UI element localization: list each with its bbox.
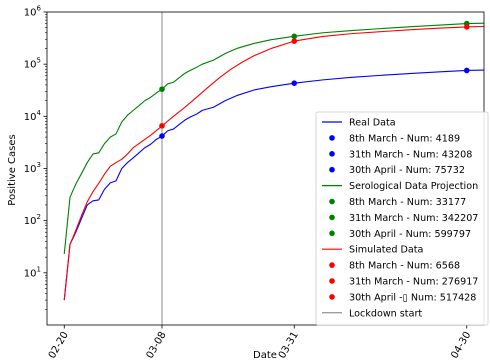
legend-vline-label: Lockdown start — [349, 308, 422, 319]
x-axis-title: Date — [253, 350, 277, 361]
y-tick-base: 10 — [24, 164, 37, 175]
legend-marker-swatch — [329, 278, 335, 284]
data-point-marker — [159, 123, 165, 129]
data-point-marker — [463, 67, 470, 74]
y-axis-title: Positive Cases — [7, 134, 18, 205]
legend-marker-swatch — [329, 151, 335, 157]
data-point-marker — [291, 38, 298, 44]
legend-marker-label: 30th April -▯ Num: 517428 — [349, 292, 476, 303]
legend-marker-label: 31th March - Num: 43208 — [349, 149, 472, 160]
y-tick-label: 105 — [24, 57, 41, 71]
y-tick-base: 10 — [24, 216, 37, 227]
legend-marker-swatch — [329, 198, 335, 205]
legend-marker-swatch — [329, 135, 335, 141]
y-tick-label: 104 — [24, 109, 42, 123]
legend-marker-label: 8th March - Num: 33177 — [349, 197, 466, 208]
legend-marker-swatch — [329, 166, 335, 173]
y-tick-exponent: 6 — [37, 5, 42, 13]
legend: Real Data 8th March - Num: 4189 31th March… — [315, 111, 489, 326]
y-tick-exponent: 5 — [37, 57, 41, 65]
legend-marker-label: 30th April - Num: 599797 — [349, 229, 471, 240]
x-tick-label: 03-08 — [145, 330, 169, 361]
legend-marker-swatch — [329, 230, 335, 237]
x-tick-label: 03-31 — [277, 330, 301, 361]
data-point-marker — [463, 24, 470, 30]
data-point-marker — [291, 80, 298, 86]
y-tick-exponent: 3 — [37, 161, 41, 169]
series-line-0 — [63, 69, 484, 301]
legend-marker-swatch — [329, 294, 335, 300]
legend-marker-label: 8th March - Num: 6568 — [349, 261, 460, 272]
data-point-marker — [291, 33, 298, 40]
legend-marker-label: 8th March - Num: 4189 — [349, 133, 460, 144]
y-tick-base: 10 — [24, 60, 37, 71]
series-line-1 — [63, 22, 484, 255]
legend-marker-swatch — [329, 262, 335, 268]
legend-series-label: Simulated Data — [349, 245, 423, 256]
y-tick-base: 10 — [24, 8, 37, 19]
y-tick-base: 10 — [24, 112, 37, 123]
data-point-marker — [159, 133, 165, 139]
y-tick-exponent: 2 — [37, 213, 41, 221]
y-tick-exponent: 4 — [37, 109, 42, 117]
series-markers — [159, 20, 470, 139]
legend-marker-label: 30th April - Num: 75732 — [349, 165, 465, 176]
y-tick-label: 101 — [24, 265, 41, 279]
x-tick-label: 04-30 — [449, 330, 473, 361]
y-tick-label: 106 — [24, 5, 42, 19]
legend-series-label: Real Data — [349, 118, 396, 129]
y-tick-base: 10 — [24, 268, 37, 279]
legend-marker-label: 31th March - Num: 276917 — [349, 277, 478, 288]
legend-series-label: Serological Data Projection — [349, 181, 478, 192]
legend-box — [315, 111, 489, 326]
x-tick-label: 02-20 — [47, 330, 71, 361]
y-tick-label: 102 — [24, 213, 41, 227]
legend-marker-label: 31th March - Num: 342207 — [349, 213, 478, 224]
y-tick-exponent: 1 — [37, 265, 41, 273]
data-point-marker — [159, 86, 165, 92]
legend-marker-swatch — [329, 214, 335, 221]
y-tick-label: 103 — [24, 161, 41, 175]
